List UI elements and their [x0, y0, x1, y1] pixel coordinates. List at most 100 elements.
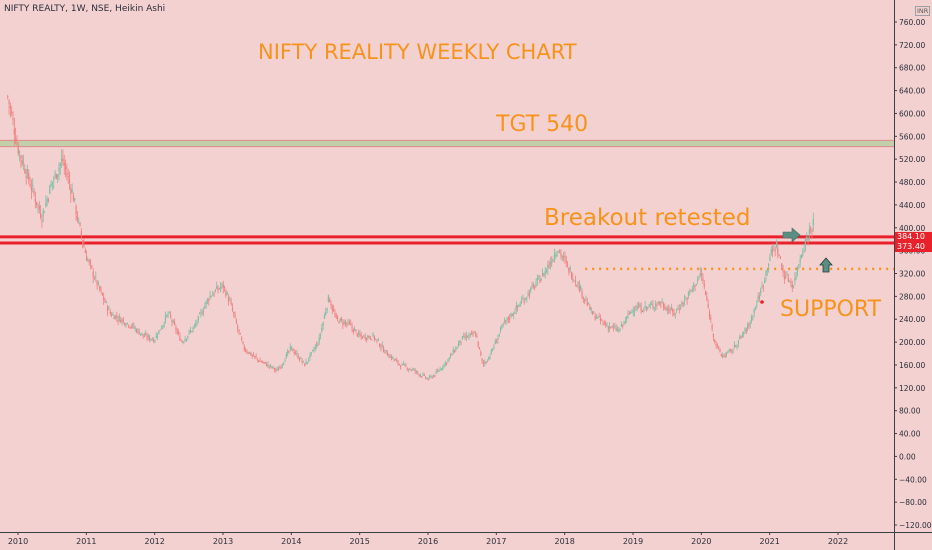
candle-body [213, 293, 215, 295]
candle-body [581, 291, 583, 297]
candle-body [648, 305, 650, 307]
support-arrow-icon [819, 257, 833, 273]
candle-body [55, 174, 57, 179]
candle-body [63, 162, 65, 166]
candle-body [423, 374, 425, 376]
candle-body [364, 336, 366, 339]
candle-body [694, 285, 696, 288]
candle-body [710, 318, 712, 320]
candle-body [666, 308, 669, 310]
candle-body [269, 365, 272, 367]
candle-body [577, 282, 579, 285]
candle-body [24, 168, 26, 174]
candle-body [333, 309, 335, 311]
candle-body [480, 352, 482, 356]
candle-body [116, 316, 118, 318]
candle-body [569, 268, 571, 271]
candle-body [167, 313, 169, 315]
candle-body [777, 248, 779, 254]
candle-body [47, 199, 50, 201]
candle-body [99, 286, 101, 290]
signal-dot [760, 300, 764, 304]
candle-body [84, 250, 86, 253]
candle-body [440, 368, 443, 370]
candle-body [690, 290, 692, 292]
candle-body [33, 190, 35, 194]
candle-body [559, 250, 561, 252]
candle-body [463, 335, 465, 337]
candle-body [535, 283, 537, 286]
candle-body [149, 337, 151, 340]
candle-body [418, 374, 420, 376]
candle-body [765, 270, 767, 276]
candle-body [565, 260, 567, 262]
candle-body [146, 336, 148, 339]
candle-body [15, 138, 17, 142]
candle-body [322, 322, 324, 326]
candle-body [367, 335, 369, 338]
candle-body [43, 211, 46, 213]
candle-body [197, 316, 199, 321]
candle-body [481, 358, 483, 362]
candle-body [279, 367, 281, 369]
candle-body [318, 337, 320, 342]
symbol-label[interactable]: NIFTY REALTY, 1W, NSE, Heikin Ashi [4, 4, 166, 14]
candle-body [379, 343, 381, 347]
candle-body [743, 333, 745, 335]
candle-body [202, 311, 205, 313]
candle-body [606, 325, 608, 327]
candle-body [340, 318, 343, 320]
candle-body [599, 318, 602, 321]
candle-body [97, 282, 100, 284]
candle-body [113, 316, 115, 320]
candle-body [731, 351, 733, 353]
price-axis-background [895, 0, 932, 550]
candle-body [92, 271, 94, 277]
candle-body [392, 357, 394, 359]
candle-body [450, 354, 452, 356]
candle-body [657, 302, 659, 304]
candle-body [339, 318, 341, 322]
candle-body [652, 305, 654, 308]
candle-body [128, 325, 130, 327]
candle-body [679, 308, 682, 310]
candle-body [494, 340, 496, 344]
candle-body [382, 348, 385, 352]
candle-body [614, 326, 616, 328]
candle-body [471, 332, 473, 334]
candle-body [262, 362, 264, 364]
candle-body [655, 304, 657, 307]
candle-body [643, 310, 645, 312]
candle-body [790, 281, 792, 283]
candle-body [108, 308, 110, 310]
candle-body [17, 147, 19, 154]
candle-body [570, 273, 573, 279]
candle-body [336, 317, 339, 319]
candle-body [628, 313, 630, 315]
candle-body [764, 280, 766, 284]
candle-body [561, 256, 563, 258]
candle-body [556, 254, 558, 256]
candle-body [697, 279, 699, 282]
y-tick-label: 160.00 [899, 361, 925, 370]
candle-body [630, 311, 632, 314]
candle-body [356, 333, 358, 337]
candle-body [644, 305, 646, 308]
candle-body [103, 296, 105, 300]
levels-layer [0, 139, 894, 271]
candle-body [410, 369, 412, 371]
candle-body [658, 301, 661, 304]
candle-body [672, 309, 674, 312]
candle-body [498, 333, 500, 336]
candle-body [112, 314, 114, 316]
candle-body [662, 304, 665, 308]
candle-body [46, 198, 48, 202]
candle-body [627, 314, 629, 316]
candle-body [16, 142, 18, 144]
candle-body [633, 310, 636, 312]
candle-body [490, 349, 492, 354]
candle-body [619, 329, 621, 331]
candle-body [334, 313, 336, 316]
candle-body [677, 308, 679, 310]
candle-body [786, 273, 788, 275]
